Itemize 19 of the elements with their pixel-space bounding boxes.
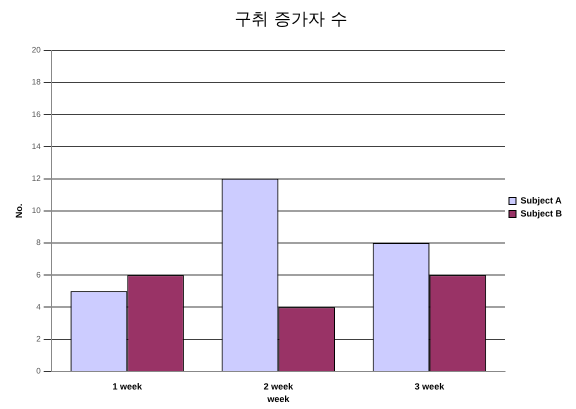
chart-title: 구취 증가자 수 — [234, 10, 348, 30]
y-tick-label: 10 — [32, 206, 42, 216]
legend-label: Subject B — [520, 208, 562, 218]
legend-label: Subject A — [520, 195, 562, 206]
y-tick-label: 18 — [32, 78, 42, 87]
y-tick-label: 6 — [36, 270, 42, 280]
x-tick-label: 3 week — [414, 381, 446, 392]
y-tick-label: 0 — [36, 366, 42, 376]
x-tick-label: 2 week — [264, 381, 294, 392]
x-tick-label: 1 week — [112, 381, 143, 392]
y-tick-label: 2 — [36, 334, 42, 344]
x-axis-title: week — [266, 394, 290, 404]
y-tick-label: 16 — [32, 110, 42, 119]
y-tick-label: 14 — [32, 142, 42, 151]
y-axis-title: No. — [14, 204, 24, 218]
y-tick-label: 12 — [32, 174, 42, 184]
y-tick-label: 8 — [36, 238, 42, 248]
y-tick-label: 20 — [32, 46, 42, 55]
y-tick-label: 4 — [36, 302, 42, 312]
